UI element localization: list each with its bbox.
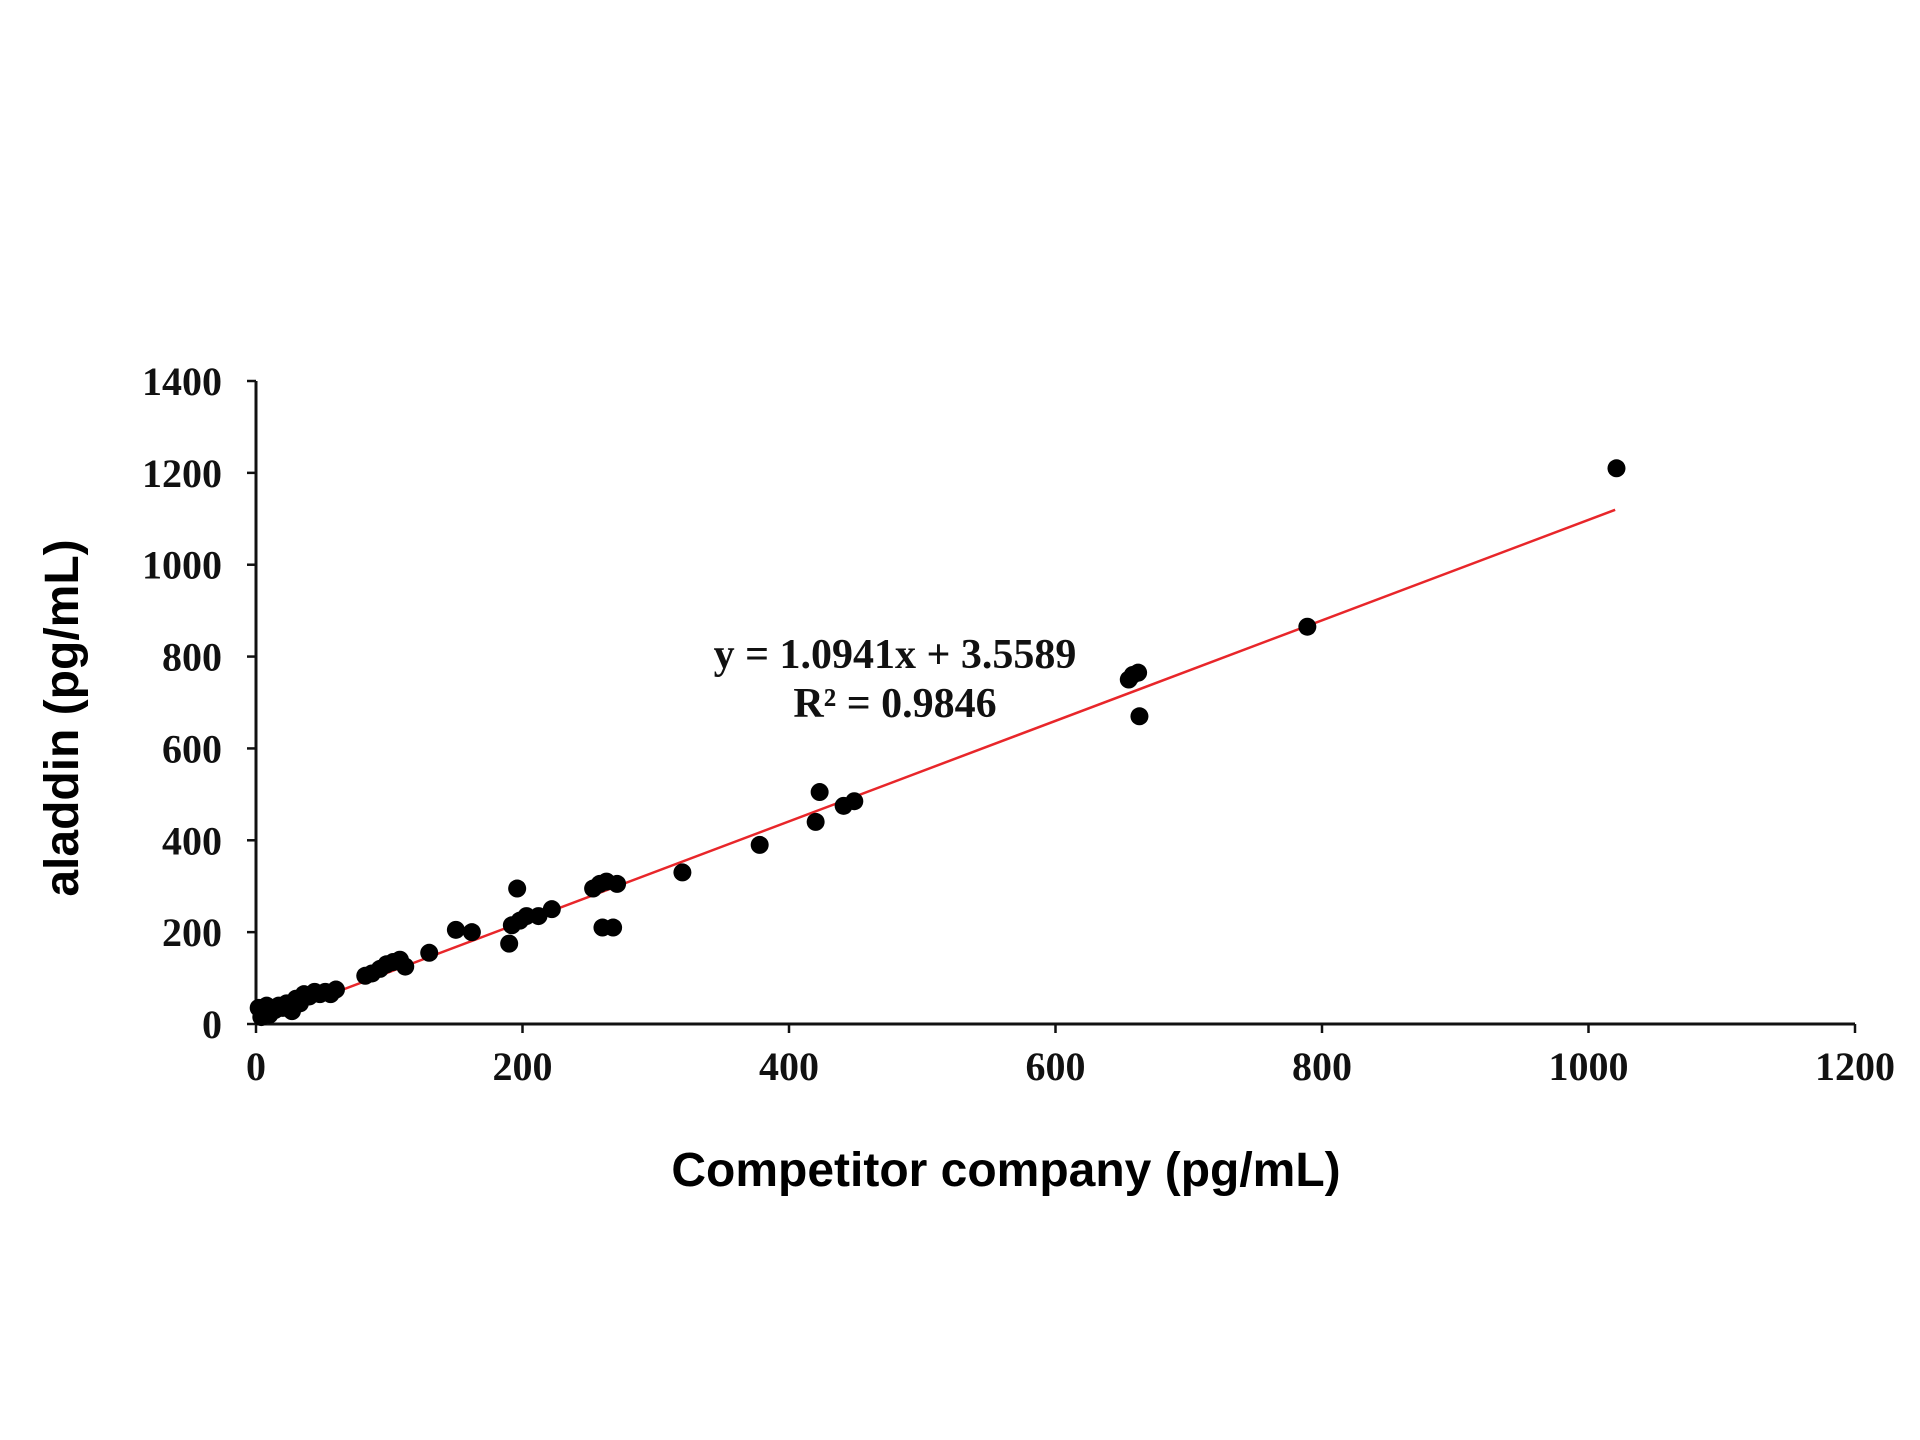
data-point — [608, 874, 627, 893]
data-point — [1298, 617, 1317, 636]
y-tick-label: 1200 — [142, 451, 222, 496]
y-axis-title: aladdin (pg/mL) — [36, 539, 89, 896]
y-tick-label: 600 — [162, 726, 222, 771]
data-point — [673, 863, 692, 882]
axes — [254, 381, 1855, 1026]
data-point — [1129, 663, 1148, 682]
data-point — [845, 792, 864, 811]
y-tick-label: 200 — [162, 910, 222, 955]
data-point — [750, 835, 769, 854]
data-point — [810, 783, 829, 802]
r-squared-label: R² = 0.9846 — [793, 681, 996, 727]
data-point — [806, 812, 825, 831]
data-point — [326, 980, 345, 999]
x-tick-label: 800 — [1292, 1044, 1352, 1089]
x-tick-label: 400 — [759, 1044, 819, 1089]
data-point — [529, 907, 548, 926]
y-tick-label: 800 — [162, 635, 222, 680]
y-tick-label: 400 — [162, 818, 222, 863]
data-point — [604, 918, 623, 937]
data-point — [1607, 459, 1626, 478]
y-tick-label: 1400 — [142, 359, 222, 404]
y-tick-label: 1000 — [142, 543, 222, 588]
x-tick-label: 200 — [493, 1044, 553, 1089]
data-point — [446, 920, 465, 939]
data-point — [542, 900, 561, 919]
x-tick-label: 1000 — [1549, 1044, 1629, 1089]
x-tick-label: 1200 — [1815, 1044, 1895, 1089]
y-tick-label: 0 — [202, 1002, 222, 1047]
tick-labels: 0 200 400 600 800 1000 1200 0 200 400 600 800 1000 12… — [142, 359, 1895, 1089]
x-axis-title: Competitor company (pg/mL) — [671, 1144, 1340, 1197]
ticks — [247, 379, 1857, 1033]
trendline — [255, 508, 1616, 1024]
data-point — [462, 923, 481, 942]
data-point — [500, 934, 519, 953]
trendline-equation: y = 1.0941x + 3.5589 — [714, 632, 1077, 678]
data-point — [396, 957, 415, 976]
x-tick-label: 0 — [246, 1044, 266, 1089]
data-point — [508, 879, 527, 898]
data-points — [249, 459, 1626, 1027]
data-point — [1130, 707, 1149, 726]
data-point — [420, 943, 439, 962]
x-tick-label: 600 — [1026, 1044, 1086, 1089]
